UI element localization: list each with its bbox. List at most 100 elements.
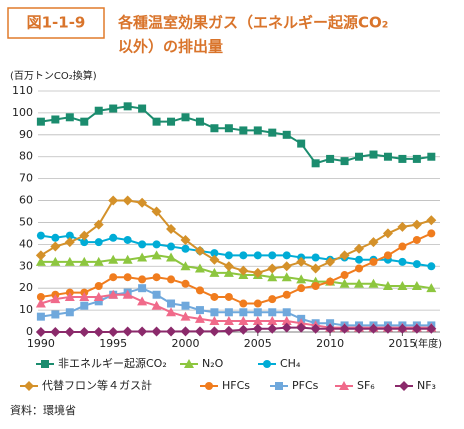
source: 資料：環境省 [10,403,76,417]
data-point [108,327,119,337]
data-point [138,104,147,113]
data-point [51,310,60,319]
data-point [411,323,422,334]
legend-marker [41,360,49,368]
data-point [238,324,249,335]
data-point [382,323,393,334]
data-point [398,242,407,251]
data-point [253,251,262,260]
data-point [383,251,392,260]
data-point [137,197,148,208]
legend-label: CH₄ [280,357,301,370]
data-point [369,150,378,159]
data-point [94,297,103,306]
data-point [209,254,220,265]
data-point [412,260,421,269]
y-tick-label: 10 [19,303,33,316]
data-point [354,323,365,334]
data-point [151,326,162,337]
data-point [282,130,291,139]
legend-marker [205,382,213,390]
data-point [224,292,233,301]
data-point [426,283,437,293]
data-point [195,117,204,126]
data-point [93,327,104,337]
legend-label: HFCs [222,379,250,392]
data-point [109,233,118,242]
data-point [35,256,46,266]
data-point [268,308,277,317]
legend-label: 代替フロン等４ガス計 [42,378,152,392]
legend-marker [24,381,34,391]
y-tick-label: 70 [19,172,33,185]
data-point [325,256,336,267]
data-point [223,261,234,272]
y-axis-label: (百万トンCO₂換算) [10,69,97,82]
data-point [64,327,75,337]
data-point [427,262,436,271]
y-tick-label: 40 [19,237,33,250]
data-point [137,296,148,306]
data-point [94,238,103,247]
data-point [296,256,307,267]
data-point [109,104,118,113]
data-point [35,298,46,308]
data-point [354,278,365,288]
data-point [166,326,177,337]
data-point [194,326,205,337]
data-point [137,326,148,337]
data-point [50,294,61,304]
data-point [267,263,278,274]
data-point [122,326,133,337]
data-point [398,154,407,163]
data-point [411,280,422,290]
data-point [36,117,45,126]
data-point [51,115,60,124]
data-point [325,323,336,334]
y-tick-label: 0 [26,325,33,338]
data-point [122,289,133,299]
data-point [80,238,89,247]
data-point [50,241,61,252]
data-point [166,307,177,317]
data-point [181,113,190,122]
series-line [40,287,432,327]
data-point [397,280,408,290]
data-point [310,323,321,334]
data-point [397,221,408,232]
data-point [181,244,190,253]
data-point [427,229,436,238]
data-point [210,124,219,133]
data-point [123,102,132,111]
data-point [238,316,249,326]
data-point [268,128,277,137]
data-point [180,234,191,245]
data-point [123,235,132,244]
data-point [181,301,190,310]
series-line [40,254,432,290]
data-point [166,224,177,235]
data-point [167,275,176,284]
data-point [64,237,75,248]
data-point [194,313,205,323]
data-point [93,291,104,301]
y-tick-label: 30 [19,259,33,272]
data-point [368,237,379,248]
data-point [194,263,205,273]
series-line [40,326,432,333]
data-point [50,327,61,337]
data-point [65,231,74,240]
data-point [35,250,46,261]
y-tick-label: 80 [19,150,33,163]
x-tick-label: 2000 [171,337,199,350]
x-tick-label: 2005 [244,337,272,350]
data-point [426,215,437,226]
data-point [296,274,307,284]
data-point [297,284,306,293]
data-point [426,323,437,334]
data-point [108,195,119,206]
chart-title: 以外）の排出量 [118,38,223,56]
data-point [35,327,46,337]
data-point [224,251,233,260]
